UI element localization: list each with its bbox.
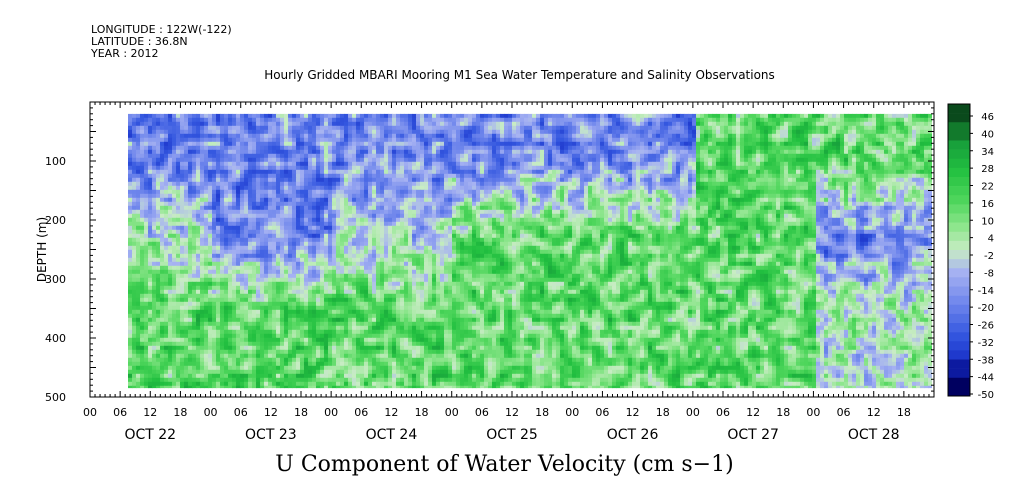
colorbar-swatch	[948, 350, 970, 360]
x-hour-tick-label: 12	[626, 406, 640, 419]
colorbar-frame	[947, 103, 971, 397]
colorbar-label: -32	[978, 338, 994, 349]
x-hour-tick-label: 06	[716, 406, 730, 419]
colorbar-swatch	[948, 186, 970, 196]
colorbar-label: 4	[988, 234, 994, 245]
colorbar-swatch	[948, 277, 970, 287]
heatmap-field	[128, 113, 932, 389]
colorbar-label: 22	[981, 182, 994, 193]
colorbar-swatch	[948, 149, 970, 160]
x-hour-tick-label: 00	[83, 406, 97, 419]
colorbar-swatch	[948, 104, 970, 114]
x-hour-tick-label: 12	[143, 406, 157, 419]
x-hour-tick-label: 00	[204, 406, 218, 419]
x-hour-tick-label: 00	[686, 406, 700, 419]
colorbar-swatch	[948, 250, 970, 260]
x-hour-tick-label: 12	[867, 406, 881, 419]
x-hour-tick-label: 06	[475, 406, 489, 419]
x-hour-tick-label: 06	[113, 406, 127, 419]
colorbar-swatch	[948, 177, 970, 187]
colorbar-swatch	[948, 231, 970, 242]
colorbar-label: -20	[978, 303, 994, 314]
x-day-label: OCT 27	[727, 427, 779, 443]
x-hour-tick-label: 12	[384, 406, 398, 419]
x-day-label: OCT 24	[366, 427, 418, 443]
colorbar-swatch	[948, 377, 970, 388]
colorbar-swatch	[948, 158, 970, 169]
colorbar-swatch	[948, 131, 970, 141]
colorbar-label: 10	[981, 216, 994, 227]
x-day-label: OCT 26	[607, 427, 659, 443]
x-hour-tick-label: 18	[656, 406, 670, 419]
metadata-block: LONGITUDE : 122W(-122) LATITUDE : 36.8N …	[91, 24, 232, 60]
colorbar-label: 46	[981, 112, 994, 123]
colorbar-label: 34	[981, 147, 994, 158]
x-day-label: OCT 22	[124, 427, 176, 443]
colorbar-swatch	[948, 295, 970, 306]
colorbar-label: -26	[978, 321, 994, 332]
colorbar-label: -2	[984, 251, 994, 262]
chart-title: Hourly Gridded MBARI Mooring M1 Sea Wate…	[264, 68, 775, 82]
colorbar-swatch	[948, 213, 970, 223]
y-tick-label: 400	[45, 332, 66, 345]
x-hour-tick-label: 00	[565, 406, 579, 419]
x-hour-tick-label: 18	[294, 406, 308, 419]
colorbar-swatch	[948, 341, 970, 351]
colorbar-swatch	[948, 332, 970, 342]
latitude-label: LATITUDE : 36.8N	[91, 35, 188, 48]
colorbar-label: -8	[984, 268, 994, 279]
x-day-label: OCT 23	[245, 427, 297, 443]
colorbar-label: -44	[978, 373, 994, 384]
colorbar-swatch	[948, 204, 970, 214]
colorbar-label: -38	[978, 355, 994, 366]
colorbar-swatch	[948, 386, 970, 397]
colorbar-swatch	[948, 359, 970, 369]
x-hour-tick-label: 12	[505, 406, 519, 419]
y-axis-label: DEPTH (m)	[35, 217, 49, 282]
longitude-label: LONGITUDE : 122W(-122)	[91, 23, 232, 36]
x-day-label: OCT 28	[848, 427, 900, 443]
x-hour-tick-label: 12	[264, 406, 278, 419]
colorbar-swatch	[948, 140, 970, 150]
colorbar-label: -14	[978, 286, 994, 297]
colorbar-swatch	[948, 268, 970, 278]
colorbar-swatch	[948, 323, 970, 333]
colorbar-swatch	[948, 368, 970, 379]
x-hour-tick-label: 00	[445, 406, 459, 419]
x-hour-tick-label: 06	[234, 406, 248, 419]
year-label: YEAR : 2012	[91, 47, 159, 60]
colorbar-label: 16	[981, 199, 994, 210]
colorbar-swatch	[948, 240, 970, 251]
x-hour-tick-label: 18	[173, 406, 187, 419]
colorbar-swatch	[948, 313, 970, 324]
colorbar-swatch	[948, 259, 970, 269]
y-tick-label: 300	[45, 273, 66, 286]
colorbar-label: 28	[981, 164, 994, 175]
y-tick-label: 500	[45, 391, 66, 404]
colorbar-swatch	[948, 167, 970, 178]
x-hour-tick-label: 00	[806, 406, 820, 419]
x-hour-tick-label: 06	[837, 406, 851, 419]
colorbar-swatch	[948, 222, 970, 233]
y-tick-label: 100	[45, 155, 66, 168]
x-hour-tick-label: 00	[324, 406, 338, 419]
x-hour-tick-label: 06	[595, 406, 609, 419]
colorbar-swatch	[948, 286, 970, 296]
x-hour-tick-label: 18	[535, 406, 549, 419]
y-tick-label: 200	[45, 214, 66, 227]
x-hour-tick-label: 18	[897, 406, 911, 419]
colorbar-swatch	[948, 304, 970, 315]
variable-label: U Component of Water Velocity (cm s−1)	[275, 452, 734, 477]
x-day-label: OCT 25	[486, 427, 538, 443]
x-hour-tick-label: 18	[776, 406, 790, 419]
x-hour-tick-label: 06	[354, 406, 368, 419]
colorbar-swatch	[948, 113, 970, 123]
colorbar-swatch	[948, 122, 970, 132]
colorbar-swatch	[948, 195, 970, 205]
colorbar-label: 40	[981, 129, 994, 140]
colorbar-label: -50	[978, 390, 994, 401]
x-hour-tick-label: 12	[746, 406, 760, 419]
x-hour-tick-label: 18	[415, 406, 429, 419]
